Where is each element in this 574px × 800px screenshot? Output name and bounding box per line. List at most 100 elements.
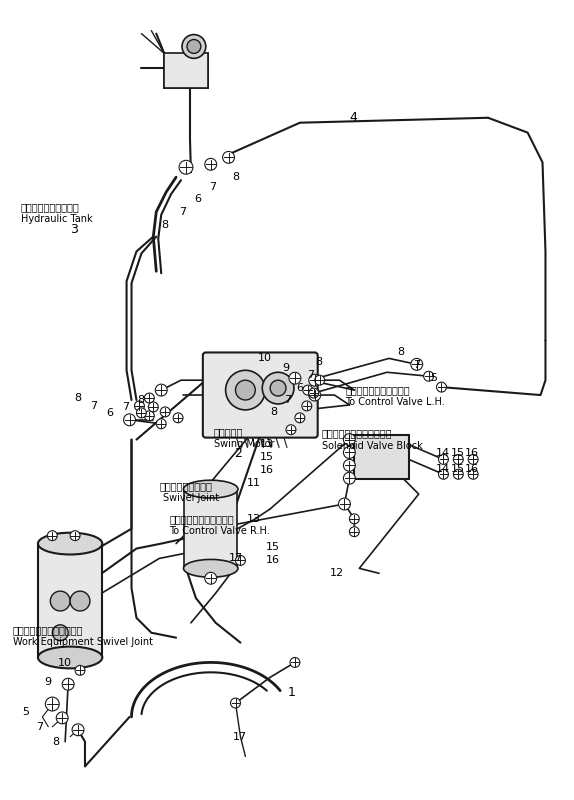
Circle shape xyxy=(156,419,166,429)
Text: 7: 7 xyxy=(179,207,186,217)
Text: 16: 16 xyxy=(266,555,280,566)
Circle shape xyxy=(51,591,70,611)
Bar xyxy=(164,54,208,88)
Text: 7: 7 xyxy=(284,395,291,405)
Ellipse shape xyxy=(38,646,102,668)
Circle shape xyxy=(295,413,305,422)
Circle shape xyxy=(62,678,74,690)
Circle shape xyxy=(70,591,90,611)
Text: ソレノイドバルブブロック: ソレノイドバルブブロック xyxy=(321,429,392,438)
Text: 16: 16 xyxy=(466,464,479,474)
Text: 6: 6 xyxy=(296,383,303,393)
Ellipse shape xyxy=(184,480,238,498)
Text: 8: 8 xyxy=(161,220,168,230)
Text: 7: 7 xyxy=(122,402,129,412)
Text: 17: 17 xyxy=(228,554,243,563)
Text: 7: 7 xyxy=(209,182,216,192)
Text: 5: 5 xyxy=(430,374,437,383)
Text: Hydraulic Tank: Hydraulic Tank xyxy=(21,214,92,224)
Text: ハイドロリックタンク: ハイドロリックタンク xyxy=(21,202,79,212)
Circle shape xyxy=(123,414,135,426)
Circle shape xyxy=(231,698,241,708)
Text: 作業機スイベルジョイント: 作業機スイベルジョイント xyxy=(13,625,83,634)
Text: 6: 6 xyxy=(106,408,113,418)
Text: 15: 15 xyxy=(451,449,464,458)
Text: 10: 10 xyxy=(58,658,72,669)
Circle shape xyxy=(437,382,447,392)
Circle shape xyxy=(182,34,206,58)
Text: Solenoid Valve Block: Solenoid Valve Block xyxy=(321,441,422,450)
Text: 13: 13 xyxy=(260,438,274,449)
Circle shape xyxy=(56,712,68,724)
Circle shape xyxy=(262,372,294,404)
Text: 7: 7 xyxy=(36,722,44,732)
Text: Swivel Joint: Swivel Joint xyxy=(163,493,219,503)
Circle shape xyxy=(343,472,355,484)
FancyBboxPatch shape xyxy=(203,353,317,438)
Text: 16: 16 xyxy=(260,466,274,475)
Circle shape xyxy=(302,401,312,411)
Text: コントロールバルブ左へ: コントロールバルブ左へ xyxy=(346,385,410,395)
Circle shape xyxy=(156,384,167,396)
Circle shape xyxy=(226,370,265,410)
Text: 15: 15 xyxy=(451,464,464,474)
Text: 15: 15 xyxy=(266,542,280,551)
Circle shape xyxy=(205,572,217,584)
Text: 7: 7 xyxy=(90,401,97,411)
Circle shape xyxy=(439,454,448,464)
Text: 15: 15 xyxy=(260,453,274,462)
Text: 12: 12 xyxy=(329,568,344,578)
Circle shape xyxy=(343,446,355,458)
Text: To Control Valve R.H.: To Control Valve R.H. xyxy=(169,526,270,536)
Text: スイベルジョイント: スイベルジョイント xyxy=(159,481,212,491)
Bar xyxy=(38,543,102,658)
Text: 16: 16 xyxy=(466,449,479,458)
Text: 6: 6 xyxy=(194,194,201,204)
Circle shape xyxy=(339,498,350,510)
Circle shape xyxy=(70,530,80,541)
Circle shape xyxy=(411,358,422,370)
Circle shape xyxy=(145,393,154,403)
Circle shape xyxy=(235,380,255,400)
Circle shape xyxy=(350,526,359,537)
Text: 8: 8 xyxy=(270,407,277,417)
Text: 2: 2 xyxy=(235,447,242,460)
Circle shape xyxy=(72,724,84,736)
Text: 8: 8 xyxy=(52,737,60,746)
Circle shape xyxy=(309,388,319,398)
Text: 9: 9 xyxy=(44,678,52,687)
Ellipse shape xyxy=(38,533,102,554)
Circle shape xyxy=(468,470,478,479)
Text: コントロールバルブ右へ: コントロールバルブ右へ xyxy=(169,514,234,524)
Text: 8: 8 xyxy=(137,395,145,405)
Text: 5: 5 xyxy=(22,707,30,717)
Circle shape xyxy=(453,454,463,464)
Ellipse shape xyxy=(184,559,238,578)
Circle shape xyxy=(45,697,59,711)
Text: 8: 8 xyxy=(316,358,323,367)
Circle shape xyxy=(303,385,313,395)
Circle shape xyxy=(315,375,325,385)
Text: 旋回モータ: 旋回モータ xyxy=(214,426,243,437)
Text: 7: 7 xyxy=(307,370,314,380)
Text: 8: 8 xyxy=(397,347,404,358)
Text: 14: 14 xyxy=(436,449,449,458)
Text: 1: 1 xyxy=(288,686,296,698)
Text: Swing Motor: Swing Motor xyxy=(214,438,274,449)
Circle shape xyxy=(160,407,170,417)
Text: 7: 7 xyxy=(413,360,420,370)
Circle shape xyxy=(134,401,145,411)
Text: Work Equipment Swivel Joint: Work Equipment Swivel Joint xyxy=(13,637,153,646)
Text: 8: 8 xyxy=(232,172,240,182)
Circle shape xyxy=(235,555,246,566)
Circle shape xyxy=(309,374,321,386)
Circle shape xyxy=(286,425,296,434)
Circle shape xyxy=(148,402,158,412)
Text: 10: 10 xyxy=(258,354,272,363)
Text: 13: 13 xyxy=(246,514,261,524)
Circle shape xyxy=(468,454,478,464)
Circle shape xyxy=(424,371,433,381)
Circle shape xyxy=(290,658,300,667)
Circle shape xyxy=(343,434,355,446)
Circle shape xyxy=(350,514,359,524)
